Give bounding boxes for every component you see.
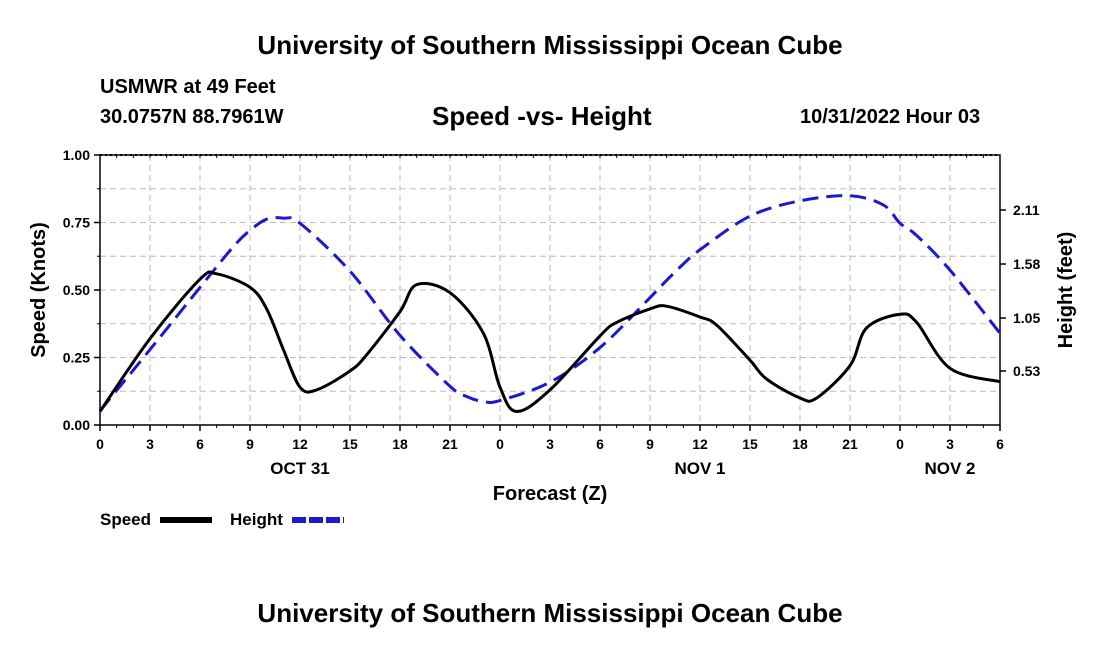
x-tick-label: 0 xyxy=(96,436,104,452)
y-right-tick-label: 2.11 xyxy=(1013,202,1040,218)
grid xyxy=(99,154,1001,426)
date-label: OCT 31 xyxy=(270,459,330,478)
datetime-label: 10/31/2022 Hour 03 xyxy=(800,106,981,128)
x-tick-label: 12 xyxy=(692,436,708,452)
x-tick-label: 0 xyxy=(896,436,904,452)
x-axis-title: Forecast (Z) xyxy=(493,483,607,505)
x-tick-label: 3 xyxy=(546,436,554,452)
speed-series-line xyxy=(98,270,1001,413)
y-left-tick-label: 0.00 xyxy=(63,417,90,433)
x-tick-label: 21 xyxy=(442,436,458,452)
x-tick-label: 9 xyxy=(246,436,254,452)
x-tick-label: 15 xyxy=(342,436,358,452)
date-label: NOV 1 xyxy=(674,459,725,478)
x-tick-label: 6 xyxy=(596,436,604,452)
y-axis-left-title: Speed (Knots) xyxy=(28,222,50,358)
coordinates-label: 30.0757N 88.7961W xyxy=(100,106,284,128)
series-lines xyxy=(98,194,1002,413)
y-left-tick-label: 0.25 xyxy=(63,350,90,366)
x-tick-label: 6 xyxy=(996,436,1004,452)
date-label: NOV 2 xyxy=(924,459,975,478)
x-tick-label: 0 xyxy=(496,436,504,452)
legend-height-label: Height xyxy=(230,510,283,529)
x-tick-label: 12 xyxy=(292,436,308,452)
legend-speed-label: Speed xyxy=(100,510,151,529)
x-tick-label: 21 xyxy=(842,436,858,452)
y-right-tick-label: 1.58 xyxy=(1013,256,1040,272)
height-series-line xyxy=(98,194,1002,412)
x-tick-label: 15 xyxy=(742,436,758,452)
x-tick-label: 18 xyxy=(792,436,808,452)
legend: Speed Height xyxy=(100,510,344,529)
x-tick-label: 3 xyxy=(946,436,954,452)
x-tick-label: 9 xyxy=(646,436,654,452)
x-tick-label: 3 xyxy=(146,436,154,452)
bottom-title: University of Southern Mississippi Ocean… xyxy=(257,598,843,628)
y-right-tick-label: 1.05 xyxy=(1013,310,1040,326)
y-right-tick-label: 0.53 xyxy=(1013,363,1040,379)
axes: 0 3 6 9 12 15 18 21 0 3 6 9 12 15 18 21 0 3 6 0.00 0.25 0.50 0… xyxy=(63,147,1041,478)
y-left-tick-label: 0.50 xyxy=(63,282,90,298)
chart-subtitle: Speed -vs- Height xyxy=(432,101,652,131)
y-axis-right-title: Height (feet) xyxy=(1055,232,1077,349)
x-tick-label: 6 xyxy=(196,436,204,452)
y-left-tick-label: 1.00 xyxy=(63,147,90,163)
y-left-tick-label: 0.75 xyxy=(63,215,90,231)
station-label: USMWR at 49 Feet xyxy=(100,76,276,98)
x-tick-label: 18 xyxy=(392,436,408,452)
chart-title: University of Southern Mississippi Ocean… xyxy=(257,30,843,60)
